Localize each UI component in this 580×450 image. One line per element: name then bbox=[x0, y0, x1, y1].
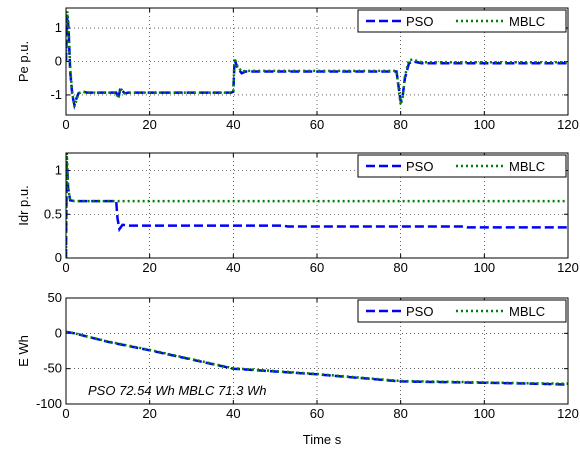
y-axis-label: E Wh bbox=[16, 335, 31, 367]
plot-frame bbox=[65, 152, 569, 259]
y-axis-label: Pe p.u. bbox=[16, 41, 31, 82]
x-tick-label: 20 bbox=[142, 117, 156, 132]
x-tick-label: 100 bbox=[473, 260, 495, 275]
plot-frame bbox=[65, 7, 569, 116]
x-tick-label: 60 bbox=[310, 117, 324, 132]
x-tick-label: 20 bbox=[142, 260, 156, 275]
x-tick-label: 0 bbox=[62, 260, 69, 275]
y-axis-label: Idr p.u. bbox=[16, 185, 31, 225]
series-line-mblc bbox=[66, 330, 568, 385]
series-line-pso bbox=[66, 14, 568, 110]
legend: PSO MBLC bbox=[357, 299, 567, 323]
y-tick-label: 1 bbox=[55, 163, 62, 178]
y-tick-label: 0 bbox=[55, 250, 62, 265]
x-tick-label: 120 bbox=[557, 117, 579, 132]
series-line-pso bbox=[66, 330, 568, 386]
x-tick-label: 80 bbox=[393, 406, 407, 421]
y-tick-label: -50 bbox=[43, 361, 62, 376]
y-tick-label: 1 bbox=[55, 20, 62, 35]
legend-label-mblc: MBLC bbox=[509, 304, 545, 319]
x-tick-label: 80 bbox=[393, 260, 407, 275]
y-tick-label: 0 bbox=[55, 54, 62, 69]
x-tick-label: 20 bbox=[142, 406, 156, 421]
y-tick-label: 50 bbox=[48, 290, 62, 305]
legend-label-mblc: MBLC bbox=[509, 14, 545, 29]
y-tick-label: -100 bbox=[36, 396, 62, 411]
x-tick-label: 40 bbox=[226, 117, 240, 132]
y-tick-label: 0.5 bbox=[44, 206, 62, 221]
y-tick-label: -1 bbox=[50, 87, 62, 102]
legend-label-pso: PSO bbox=[406, 159, 433, 174]
x-tick-label: 100 bbox=[473, 406, 495, 421]
series-line-mblc bbox=[66, 11, 568, 107]
legend-label-mblc: MBLC bbox=[509, 159, 545, 174]
x-axis-label: Time s bbox=[303, 432, 342, 447]
legend: PSO MBLC bbox=[357, 9, 567, 33]
x-tick-label: 40 bbox=[226, 406, 240, 421]
x-tick-label: 0 bbox=[62, 117, 69, 132]
energy-subplot: 0 20 40 60 80 100 120 -100 -50 0 50 E Wh PSO MBLC bbox=[16, 290, 579, 421]
y-tick-label: 0 bbox=[55, 325, 62, 340]
energy-annotation: PSO 72.54 Wh MBLC 71.3 Wh bbox=[88, 383, 266, 398]
series-line-mblc bbox=[66, 153, 568, 258]
legend: PSO MBLC bbox=[357, 154, 567, 178]
x-tick-label: 120 bbox=[557, 406, 579, 421]
x-tick-label: 0 bbox=[62, 406, 69, 421]
x-tick-label: 60 bbox=[310, 260, 324, 275]
x-tick-label: 60 bbox=[310, 406, 324, 421]
x-tick-label: 40 bbox=[226, 260, 240, 275]
x-tick-label: 80 bbox=[393, 117, 407, 132]
x-tick-label: 100 bbox=[473, 117, 495, 132]
plot-frame bbox=[65, 297, 569, 405]
legend-label-pso: PSO bbox=[406, 304, 433, 319]
legend-label-pso: PSO bbox=[406, 14, 433, 29]
idr-subplot: 0 20 40 60 80 100 120 0 0.5 1 Idr p.u. PSO MBLC bbox=[16, 152, 579, 275]
x-tick-label: 120 bbox=[557, 260, 579, 275]
